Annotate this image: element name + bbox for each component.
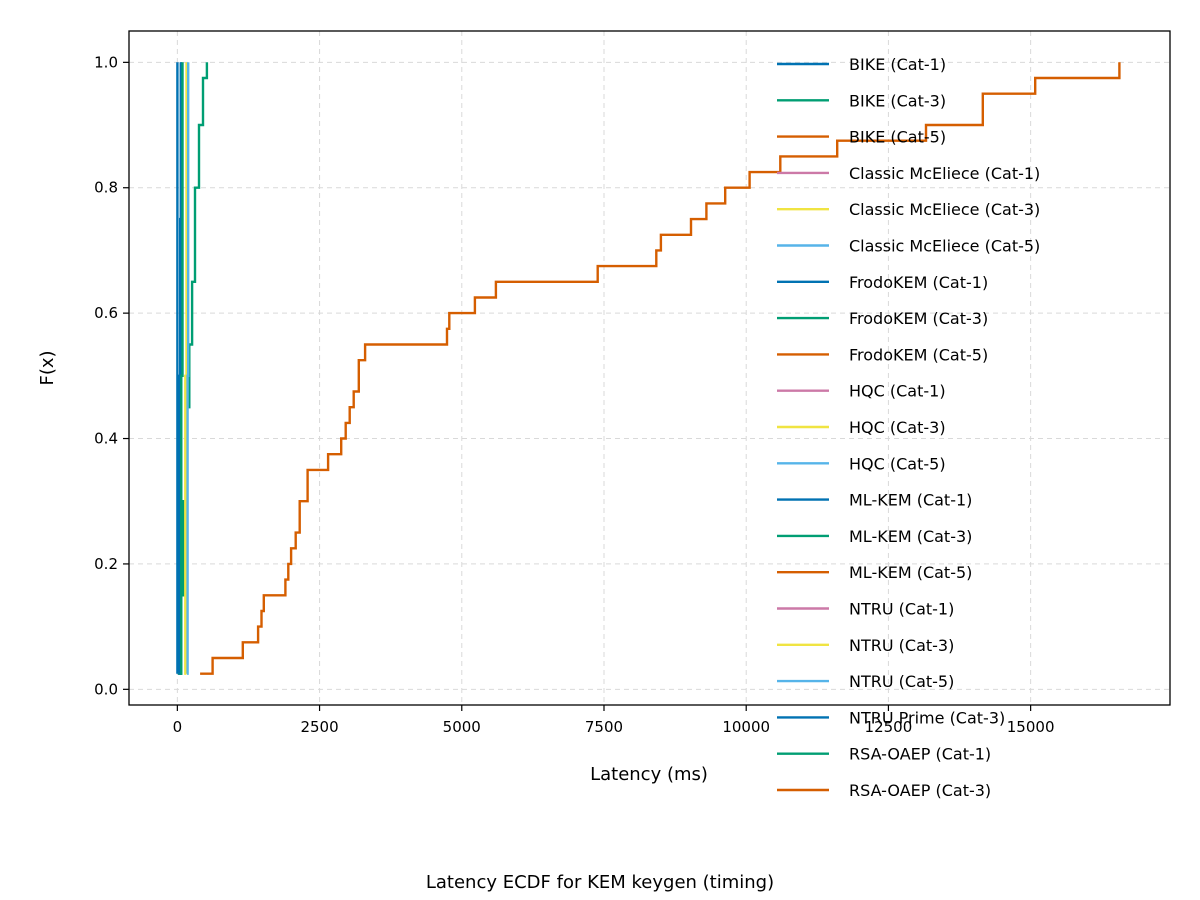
legend-label: HQC (Cat-1) [849, 382, 946, 401]
x-tick-label: 15000 [1007, 718, 1055, 736]
legend-label: RSA-OAEP (Cat-1) [849, 745, 991, 764]
legend-entry-hqc-cat-5: HQC (Cat-5) [777, 454, 946, 473]
legend-entry-ntru-cat-3: NTRU (Cat-3) [777, 636, 954, 655]
x-tick-label: 12500 [865, 718, 913, 736]
legend: BIKE (Cat-1) BIKE (Cat-3) BIKE (Cat-5) Clas… [777, 55, 1040, 800]
x-tick-label: 5000 [443, 718, 481, 736]
legend-label: ML-KEM (Cat-3) [849, 527, 972, 546]
x-tick-label: 7500 [585, 718, 623, 736]
legend-label: HQC (Cat-5) [849, 454, 946, 473]
x-axis-label: Latency (ms) [590, 764, 708, 785]
grid [129, 31, 1170, 705]
legend-label: FrodoKEM (Cat-3) [849, 309, 988, 328]
legend-label: NTRU (Cat-5) [849, 672, 954, 691]
legend-label: RSA-OAEP (Cat-3) [849, 781, 991, 800]
series-line-bike-cat-3 [178, 62, 209, 675]
legend-label: NTRU Prime (Cat-3) [849, 708, 1005, 727]
legend-entry-frodokem-cat-5: FrodoKEM (Cat-5) [777, 345, 988, 364]
series-line-bike-cat-5 [200, 62, 1121, 675]
legend-entry-ntru-cat-5: NTRU (Cat-5) [777, 672, 954, 691]
legend-label: ML-KEM (Cat-5) [849, 563, 972, 582]
legend-entry-bike-cat-3: BIKE (Cat-3) [777, 91, 946, 110]
legend-entry-classic-mceliece-cat-5: Classic McEliece (Cat-5) [777, 237, 1040, 256]
legend-label: BIKE (Cat-3) [849, 91, 946, 110]
series-line-classic-mceliece-cat-3 [184, 62, 188, 675]
y-tick-label: 0.0 [94, 680, 118, 698]
legend-label: NTRU (Cat-1) [849, 600, 954, 619]
legend-entry-ntru-prime-cat-3: NTRU Prime (Cat-3) [777, 708, 1005, 727]
legend-label: ML-KEM (Cat-1) [849, 491, 972, 510]
legend-entry-rsa-oaep-cat-1: RSA-OAEP (Cat-1) [777, 745, 991, 764]
y-tick-label: 0.6 [94, 304, 118, 322]
y-tick-label: 0.4 [94, 430, 118, 448]
legend-entry-classic-mceliece-cat-1: Classic McEliece (Cat-1) [777, 164, 1040, 183]
legend-entry-hqc-cat-3: HQC (Cat-3) [777, 418, 946, 437]
legend-entry-frodokem-cat-3: FrodoKEM (Cat-3) [777, 309, 988, 328]
x-tick-label: 0 [173, 718, 183, 736]
legend-label: NTRU (Cat-3) [849, 636, 954, 655]
legend-entry-ml-kem-cat-3: ML-KEM (Cat-3) [777, 527, 972, 546]
legend-entry-ml-kem-cat-5: ML-KEM (Cat-5) [777, 563, 972, 582]
plot-frame [128, 30, 1171, 706]
legend-label: Classic McEliece (Cat-3) [849, 200, 1040, 219]
x-tick-label: 2500 [300, 718, 338, 736]
y-tick-label: 0.8 [94, 179, 118, 197]
legend-entry-frodokem-cat-1: FrodoKEM (Cat-1) [777, 273, 988, 292]
y-axis-label: F(x) [37, 350, 58, 385]
legend-entry-ntru-cat-1: NTRU (Cat-1) [777, 600, 954, 619]
legend-entry-ml-kem-cat-1: ML-KEM (Cat-1) [777, 491, 972, 510]
legend-label: FrodoKEM (Cat-5) [849, 345, 988, 364]
legend-label: Classic McEliece (Cat-5) [849, 237, 1040, 256]
legend-label: BIKE (Cat-5) [849, 128, 946, 147]
x-tick-label: 10000 [722, 718, 770, 736]
y-tick-label: 1.0 [94, 53, 118, 71]
series-layer [176, 62, 1121, 675]
legend-entry-classic-mceliece-cat-3: Classic McEliece (Cat-3) [777, 200, 1040, 219]
figure-caption: Latency ECDF for KEM keygen (timing) [426, 872, 774, 893]
legend-entry-bike-cat-5: BIKE (Cat-5) [777, 128, 946, 147]
legend-label: HQC (Cat-3) [849, 418, 946, 437]
legend-entry-rsa-oaep-cat-3: RSA-OAEP (Cat-3) [777, 781, 991, 800]
legend-entry-bike-cat-1: BIKE (Cat-1) [777, 55, 946, 74]
y-tick-label: 0.2 [94, 555, 118, 573]
legend-label: Classic McEliece (Cat-1) [849, 164, 1040, 183]
legend-label: BIKE (Cat-1) [849, 55, 946, 74]
legend-entry-hqc-cat-1: HQC (Cat-1) [777, 382, 946, 401]
x-axis-ticks: 0 2500 5000 7500 10000 12500 15000 [173, 705, 1055, 736]
series-line-classic-mceliece-cat-5 [186, 62, 190, 675]
y-axis-ticks: 0.0 0.2 0.4 0.6 0.8 1.0 [94, 53, 129, 698]
legend-label: FrodoKEM (Cat-1) [849, 273, 988, 292]
series-line-frodokem-cat-3 [180, 62, 184, 675]
